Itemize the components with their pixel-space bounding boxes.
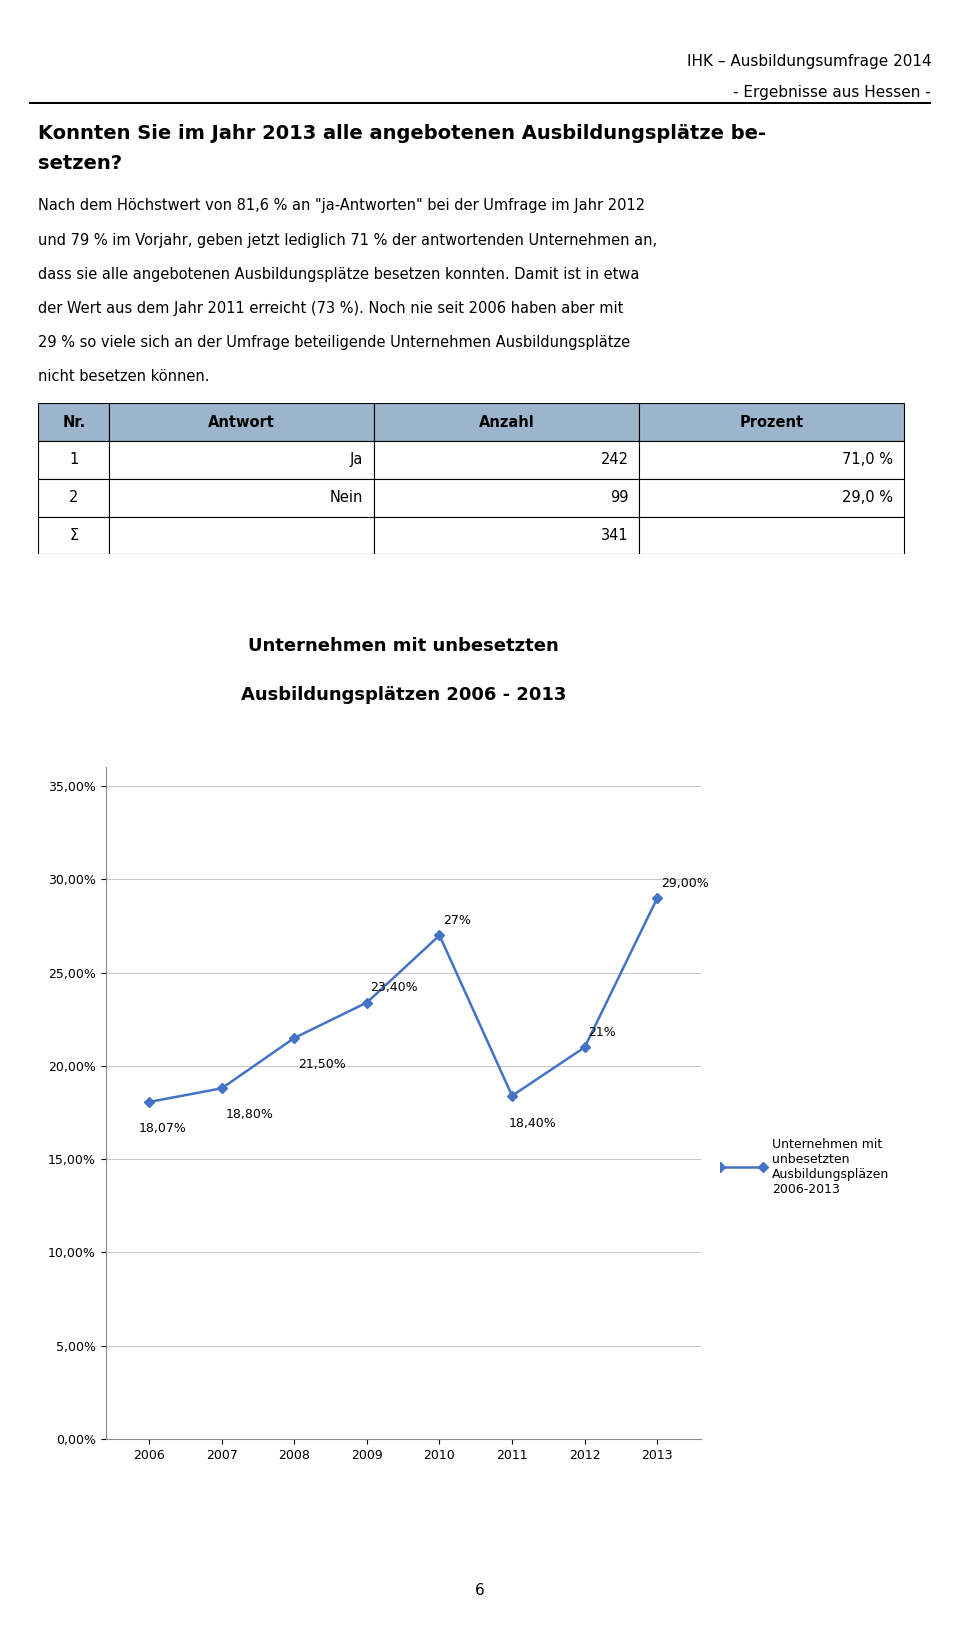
Text: 29,0 %: 29,0 % bbox=[842, 491, 894, 506]
Text: Ausbildungsplätzen 2006 - 2013: Ausbildungsplätzen 2006 - 2013 bbox=[241, 686, 565, 704]
Text: Σ: Σ bbox=[69, 528, 79, 543]
Text: Antwort: Antwort bbox=[208, 415, 275, 429]
Text: 27%: 27% bbox=[444, 914, 471, 927]
Text: Ja: Ja bbox=[350, 452, 364, 467]
Text: 18,07%: 18,07% bbox=[138, 1122, 186, 1135]
Bar bbox=[374, 480, 639, 517]
Text: Prozent: Prozent bbox=[739, 415, 804, 429]
Text: 18,40%: 18,40% bbox=[509, 1117, 556, 1130]
Text: 1: 1 bbox=[69, 452, 79, 467]
Bar bbox=[38, 441, 109, 480]
Text: IHK – Ausbildungsumfrage 2014: IHK – Ausbildungsumfrage 2014 bbox=[686, 54, 931, 68]
Text: Nach dem Höchstwert von 81,6 % an "ja-Antworten" bei der Umfrage im Jahr 2012: Nach dem Höchstwert von 81,6 % an "ja-An… bbox=[38, 198, 645, 213]
Bar bbox=[38, 403, 109, 441]
Text: 341: 341 bbox=[601, 528, 629, 543]
Text: Konnten Sie im Jahr 2013 alle angebotenen Ausbildungsplätze be-: Konnten Sie im Jahr 2013 alle angebotene… bbox=[38, 124, 766, 143]
Bar bbox=[639, 403, 904, 441]
Bar bbox=[38, 480, 109, 517]
Bar bbox=[109, 517, 374, 554]
Bar bbox=[374, 441, 639, 480]
Bar bbox=[374, 517, 639, 554]
Text: 21,50%: 21,50% bbox=[298, 1057, 346, 1070]
Text: Unternehmen mit unbesetzten: Unternehmen mit unbesetzten bbox=[248, 637, 559, 655]
Text: - Ergebnisse aus Hessen -: - Ergebnisse aus Hessen - bbox=[733, 85, 931, 99]
Text: Unternehmen mit
unbesetzten
Ausbildungspläzen
2006-2013: Unternehmen mit unbesetzten Ausbildungsp… bbox=[772, 1138, 889, 1197]
Bar bbox=[109, 480, 374, 517]
Text: nicht besetzen können.: nicht besetzen können. bbox=[38, 369, 210, 384]
Text: 29 % so viele sich an der Umfrage beteiligende Unternehmen Ausbildungsplätze: 29 % so viele sich an der Umfrage beteil… bbox=[38, 335, 631, 350]
Text: 71,0 %: 71,0 % bbox=[842, 452, 894, 467]
Bar bbox=[109, 403, 374, 441]
Bar bbox=[639, 480, 904, 517]
Text: 6: 6 bbox=[475, 1582, 485, 1598]
Text: 18,80%: 18,80% bbox=[226, 1107, 274, 1120]
Text: 99: 99 bbox=[610, 491, 629, 506]
Text: 29,00%: 29,00% bbox=[660, 876, 708, 889]
Text: Nein: Nein bbox=[330, 491, 364, 506]
Text: und 79 % im Vorjahr, geben jetzt lediglich 71 % der antwortenden Unternehmen an,: und 79 % im Vorjahr, geben jetzt ledigli… bbox=[38, 233, 658, 247]
Bar bbox=[639, 517, 904, 554]
Text: 242: 242 bbox=[600, 452, 629, 467]
Text: setzen?: setzen? bbox=[38, 154, 123, 174]
Text: 23,40%: 23,40% bbox=[371, 980, 419, 993]
Text: 2: 2 bbox=[69, 491, 79, 506]
Text: Anzahl: Anzahl bbox=[479, 415, 535, 429]
Text: 21%: 21% bbox=[588, 1026, 616, 1039]
Bar bbox=[374, 403, 639, 441]
Bar bbox=[639, 441, 904, 480]
Bar bbox=[38, 517, 109, 554]
Text: Nr.: Nr. bbox=[62, 415, 85, 429]
Text: der Wert aus dem Jahr 2011 erreicht (73 %). Noch nie seit 2006 haben aber mit: der Wert aus dem Jahr 2011 erreicht (73 … bbox=[38, 301, 624, 315]
Bar bbox=[109, 441, 374, 480]
Text: dass sie alle angebotenen Ausbildungsplätze besetzen konnten. Damit ist in etwa: dass sie alle angebotenen Ausbildungsplä… bbox=[38, 267, 639, 281]
